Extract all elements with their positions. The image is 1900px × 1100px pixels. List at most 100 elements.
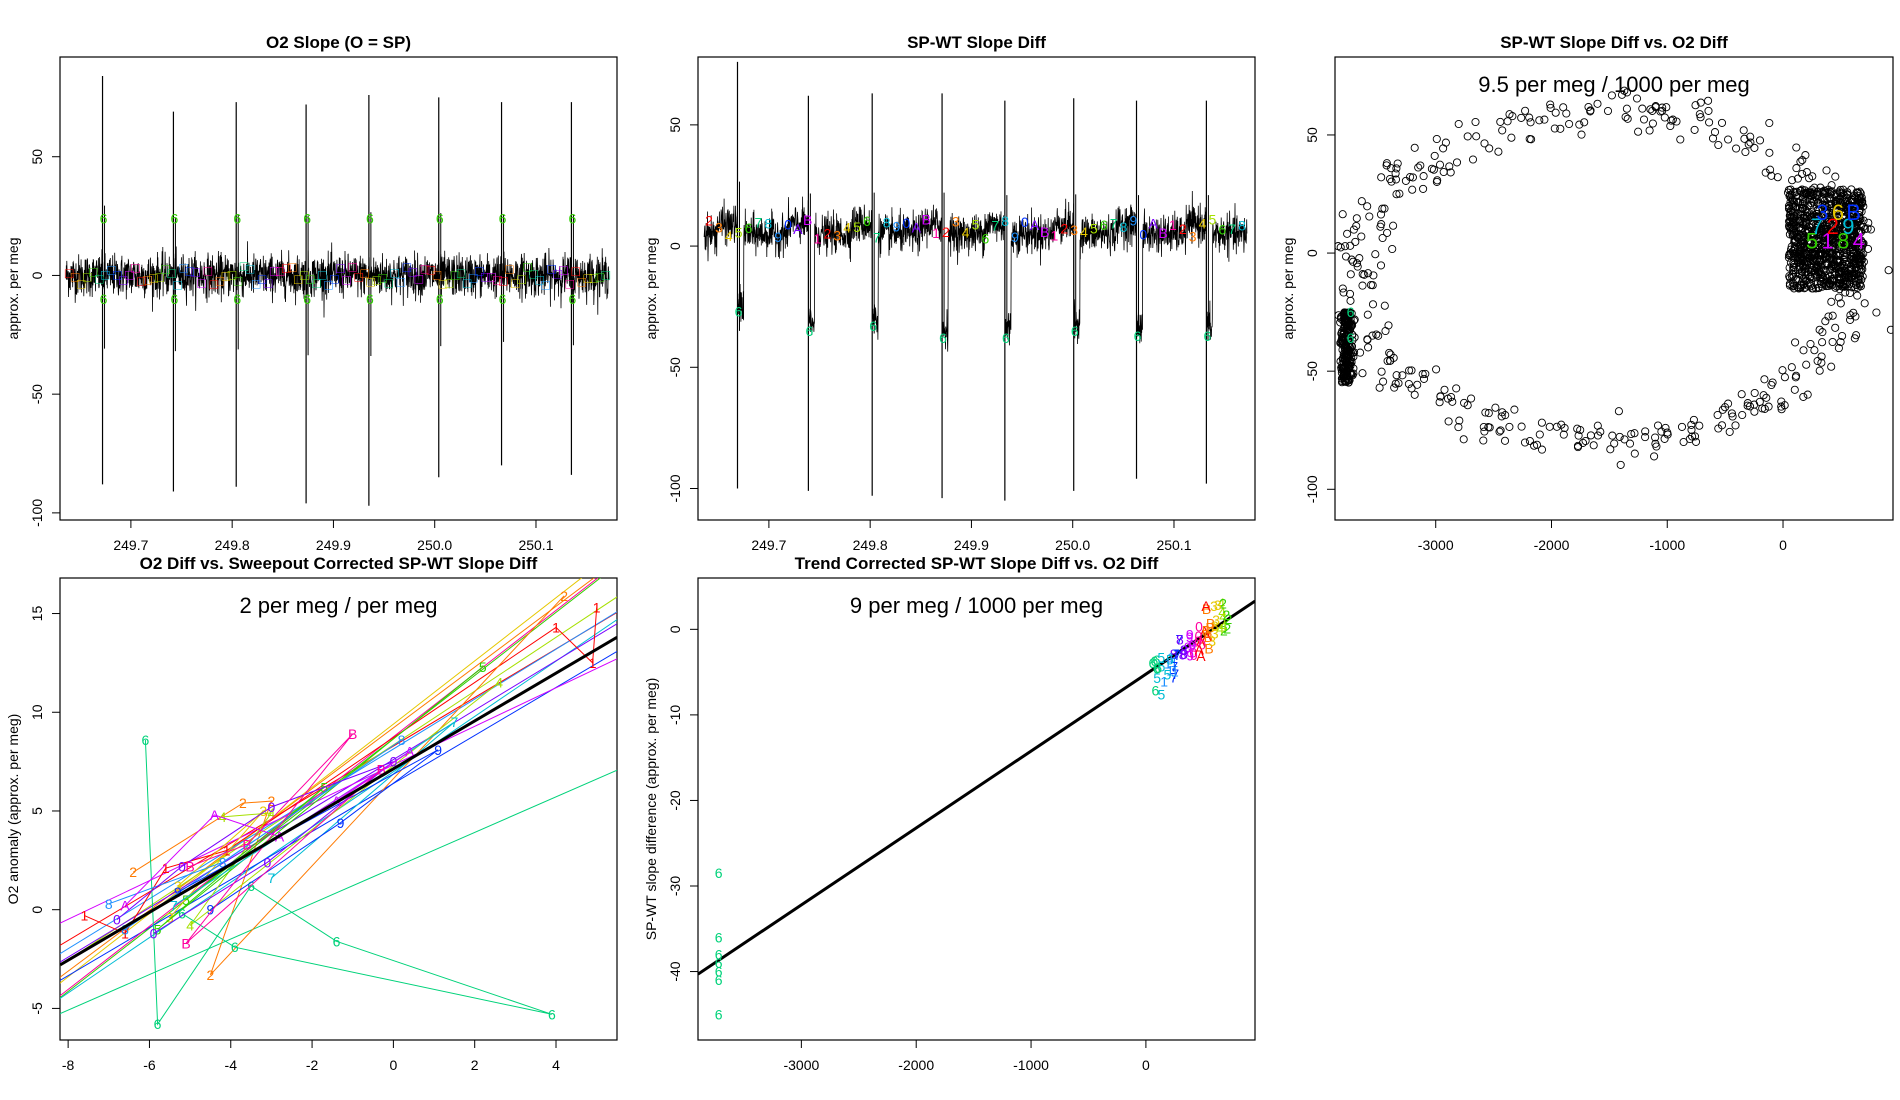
series-marker: □ (258, 271, 267, 287)
series-point: 2 (268, 793, 276, 809)
cluster-point: 2 (1224, 611, 1232, 627)
series-point: A (120, 898, 130, 914)
scatter-point (1765, 118, 1774, 128)
series-point: 4 (495, 675, 503, 691)
scatter-point (1798, 204, 1807, 213)
scatter-point (1526, 118, 1535, 127)
series-path (108, 739, 402, 930)
scatter-point (1834, 269, 1843, 278)
x-tick-label: 4 (552, 1057, 560, 1073)
scatter-point (1507, 133, 1516, 142)
series-marker: □ (161, 261, 170, 277)
series-fit-line (60, 769, 617, 1015)
scatter-point (1577, 130, 1586, 139)
scatter-point (1494, 147, 1503, 156)
cluster-point: 6 (1154, 660, 1162, 676)
series-marker: B (1158, 225, 1167, 241)
scatter-point (1798, 169, 1807, 178)
y-tick-label: -10 (667, 705, 683, 725)
scatter-point (1617, 90, 1627, 99)
scatter-point (1627, 429, 1636, 439)
series-marker: □ (282, 260, 291, 276)
scatter-point (1407, 366, 1416, 375)
scatter-point (1342, 314, 1351, 323)
series-point: 2 (560, 588, 568, 604)
series-marker: □ (415, 271, 424, 287)
cluster-point: 6 (1152, 683, 1160, 699)
scatter-point (1416, 161, 1425, 170)
scatter-point (1596, 427, 1605, 436)
scatter-point (1813, 217, 1822, 226)
scatter-point (1784, 253, 1793, 262)
scatter-point (1731, 421, 1740, 430)
panel-o2-diff-vs-sweepout: O2 Diff vs. Sweepout Corrected SP-WT Slo… (5, 554, 618, 1073)
scatter-point (1455, 416, 1464, 425)
scatter-point (1780, 373, 1789, 382)
scatter-point (1421, 369, 1430, 378)
scatter-point (1849, 255, 1858, 264)
scatter-point (1500, 436, 1510, 445)
cluster-point: 0 (1198, 637, 1206, 653)
scatter-point (1349, 225, 1358, 234)
scatter-point (1848, 208, 1857, 217)
scatter-point (1821, 267, 1830, 276)
scatter-point (1833, 197, 1842, 207)
scatter-point (1743, 401, 1752, 410)
scatter-point (1650, 452, 1659, 461)
x-tick-label: -1000 (1013, 1057, 1049, 1073)
scatter-point (1793, 209, 1802, 218)
cluster-point: 7 (1171, 666, 1179, 682)
scatter-point (1744, 140, 1753, 149)
series-path (185, 733, 382, 944)
scatter-point (1750, 388, 1759, 398)
scatter-point (1620, 86, 1629, 95)
scatter-point (1410, 143, 1419, 152)
scatter-point (1854, 200, 1863, 209)
scatter-point (1338, 284, 1347, 293)
scatter-point (1843, 282, 1852, 291)
series-marker: A (1030, 217, 1040, 233)
plot-frame (697, 56, 1256, 521)
scatter-point (1810, 254, 1819, 263)
scatter-point (1498, 126, 1507, 135)
scatter-point (1496, 117, 1505, 126)
series-marker: □ (143, 272, 152, 288)
cluster-label: 1 (1821, 228, 1833, 253)
scatter-point (1724, 135, 1733, 144)
scatter-point (1660, 434, 1669, 443)
scatter-point (1622, 88, 1632, 97)
slope-annotation: 9.5 per meg / 1000 per meg (1478, 72, 1750, 97)
scatter-point (1352, 214, 1361, 223)
scatter-point (1821, 216, 1830, 225)
series-line (703, 190, 1248, 352)
series-point: 1 (121, 925, 129, 941)
scatter-point (1648, 119, 1657, 128)
x-tick-label: -2000 (1534, 537, 1570, 553)
series-marker: □ (553, 266, 562, 282)
scatter-point (1750, 143, 1759, 152)
series-point: 7 (170, 898, 178, 914)
x-tick-label: 250.0 (1055, 537, 1090, 553)
scatter-point (1535, 430, 1544, 439)
slope-annotation: 2 per meg / per meg (239, 593, 437, 618)
scatter-point (1371, 250, 1380, 259)
scatter-point (1320, 255, 1327, 262)
scatter-point (1498, 408, 1507, 417)
scatter-point (1838, 220, 1847, 229)
spike-marker: 6 (233, 210, 241, 226)
scatter-point (1805, 195, 1814, 204)
series-marker: □ (457, 265, 466, 281)
series-point: 3 (174, 878, 182, 894)
series-point: 2 (239, 795, 247, 811)
scatter-point (1827, 297, 1836, 306)
scatter-point (1737, 390, 1746, 399)
scatter-point (1842, 273, 1851, 282)
scatter-point (1459, 435, 1468, 444)
series-marker: □ (421, 261, 430, 277)
scatter-point (1853, 250, 1862, 259)
cluster-label: 6 (1832, 200, 1844, 225)
series-marker: □ (571, 263, 580, 279)
scatter-point (1339, 288, 1348, 297)
scatter-point (1368, 331, 1377, 340)
scatter-point (1786, 207, 1795, 216)
